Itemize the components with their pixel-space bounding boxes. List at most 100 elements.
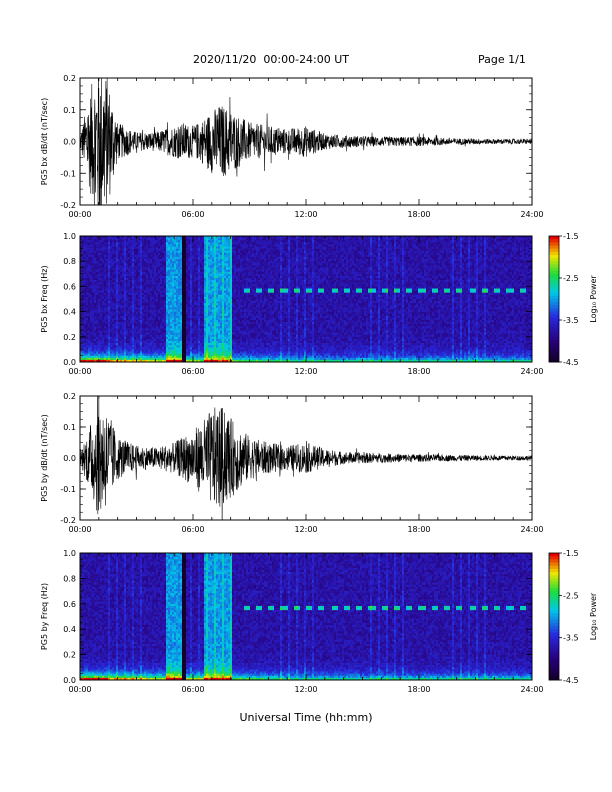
spectrogram-cell: [106, 331, 108, 333]
spectrogram-cell: [200, 261, 202, 263]
spectrogram-cell: [152, 259, 154, 261]
spectrogram-cell: [180, 345, 182, 347]
spectrogram-cell: [124, 297, 126, 299]
spectrogram-cell: [162, 331, 164, 333]
spectrogram-cell: [88, 303, 90, 305]
spectrogram-cell: [238, 242, 240, 244]
spectrogram-cell: [92, 240, 94, 242]
spectrogram-cell: [230, 280, 232, 282]
spectrogram-cell: [236, 251, 238, 253]
spectrogram-cell: [240, 282, 242, 284]
spectrogram-cell: [148, 343, 150, 345]
spectrogram-cell: [84, 303, 86, 305]
spectrogram-cell: [142, 314, 144, 316]
spectrogram-cell: [166, 320, 168, 322]
spectrogram-cell: [156, 261, 158, 263]
spectrogram-cell: [162, 282, 164, 284]
spectrogram-cell: [170, 345, 172, 347]
spectrogram-cell: [154, 295, 156, 297]
spectrogram-cell: [108, 282, 110, 284]
spectrogram-cell: [196, 349, 198, 351]
spectrogram-cell: [170, 280, 172, 282]
spectrogram-cell: [186, 349, 188, 351]
spectrogram-cell: [224, 326, 226, 328]
spectrogram-cell: [142, 358, 144, 360]
spectrogram-cell: [220, 289, 222, 291]
spectrogram-cell: [100, 335, 102, 337]
spectrogram-cell: [228, 324, 230, 326]
spectrogram-cell: [210, 324, 212, 326]
spectrogram-cell: [230, 257, 232, 259]
spectrogram-cell: [140, 259, 142, 261]
spectrogram-cell: [176, 244, 178, 246]
spectrogram-cell: [118, 318, 120, 320]
spectrogram-cell: [126, 249, 128, 251]
spectrogram-cell: [228, 265, 230, 267]
spectrogram-cell: [134, 303, 136, 305]
spectrogram-cell: [124, 322, 126, 324]
spectrogram-cell: [150, 297, 152, 299]
spectrogram-cell: [216, 326, 218, 328]
spectrogram-cell: [170, 316, 172, 318]
spectrogram-cell: [212, 280, 214, 282]
spectrogram-cell: [222, 261, 224, 263]
spectrogram-cell: [164, 303, 166, 305]
spectrogram-cell: [114, 328, 116, 330]
spectrogram-cell: [166, 272, 168, 274]
spectrogram-cell: [152, 257, 154, 259]
spectrogram-cell: [180, 335, 182, 337]
spectrogram-cell: [216, 303, 218, 305]
spectrogram-cell: [220, 358, 222, 360]
spectrogram-cell: [194, 257, 196, 259]
spectrogram-cell: [142, 255, 144, 257]
spectrogram-cell: [110, 314, 112, 316]
spectrogram-cell: [144, 318, 146, 320]
spectrogram-cell: [168, 354, 170, 356]
spectrogram-cell: [186, 295, 188, 297]
spectrogram-cell: [218, 276, 220, 278]
spectrogram-cell: [116, 312, 118, 314]
spectrogram-cell: [144, 343, 146, 345]
spectrogram-cell: [102, 349, 104, 351]
spectrogram-cell: [238, 297, 240, 299]
spectrogram-cell: [144, 242, 146, 244]
spectrogram-cell: [216, 291, 218, 293]
spectrogram-cell: [214, 251, 216, 253]
spectrogram-cell: [130, 263, 132, 265]
spectrogram-cell: [98, 295, 100, 297]
spectrogram-cell: [108, 354, 110, 356]
spectrogram-cell: [192, 272, 194, 274]
spectrogram-cell: [108, 356, 110, 358]
spectrogram-cell: [84, 305, 86, 307]
spectrogram-cell: [230, 331, 232, 333]
spectrogram-cell: [212, 349, 214, 351]
spectrogram-cell: [236, 312, 238, 314]
spectrogram-cell: [142, 247, 144, 249]
spectrogram-cell: [236, 322, 238, 324]
spectrogram-cell: [240, 320, 242, 322]
spectrogram-cell: [176, 242, 178, 244]
spectrogram-cell: [222, 318, 224, 320]
spectrogram-cell: [122, 293, 124, 295]
spectrogram-cell: [238, 291, 240, 293]
spectrogram-cell: [236, 297, 238, 299]
spectrogram-cell: [164, 343, 166, 345]
spectrogram-cell: [82, 356, 84, 358]
spectrogram-cell: [208, 331, 210, 333]
spectrogram-cell: [230, 295, 232, 297]
spectrogram-cell: [84, 253, 86, 255]
spectrogram-cell: [210, 282, 212, 284]
spectrogram-cell: [180, 341, 182, 343]
spectrogram-cell: [96, 347, 98, 349]
spectrogram-cell: [118, 284, 120, 286]
spectrogram-cell: [130, 307, 132, 309]
spectrogram-cell: [230, 249, 232, 251]
spectrogram-cell: [86, 326, 88, 328]
spectrogram-cell: [150, 358, 152, 360]
spectrogram-cell: [102, 312, 104, 314]
spectrogram-cell: [156, 295, 158, 297]
spectrogram-cell: [222, 337, 224, 339]
spectrogram-cell: [160, 255, 162, 257]
spectrogram-cell: [140, 307, 142, 309]
spectrogram-cell: [142, 251, 144, 253]
